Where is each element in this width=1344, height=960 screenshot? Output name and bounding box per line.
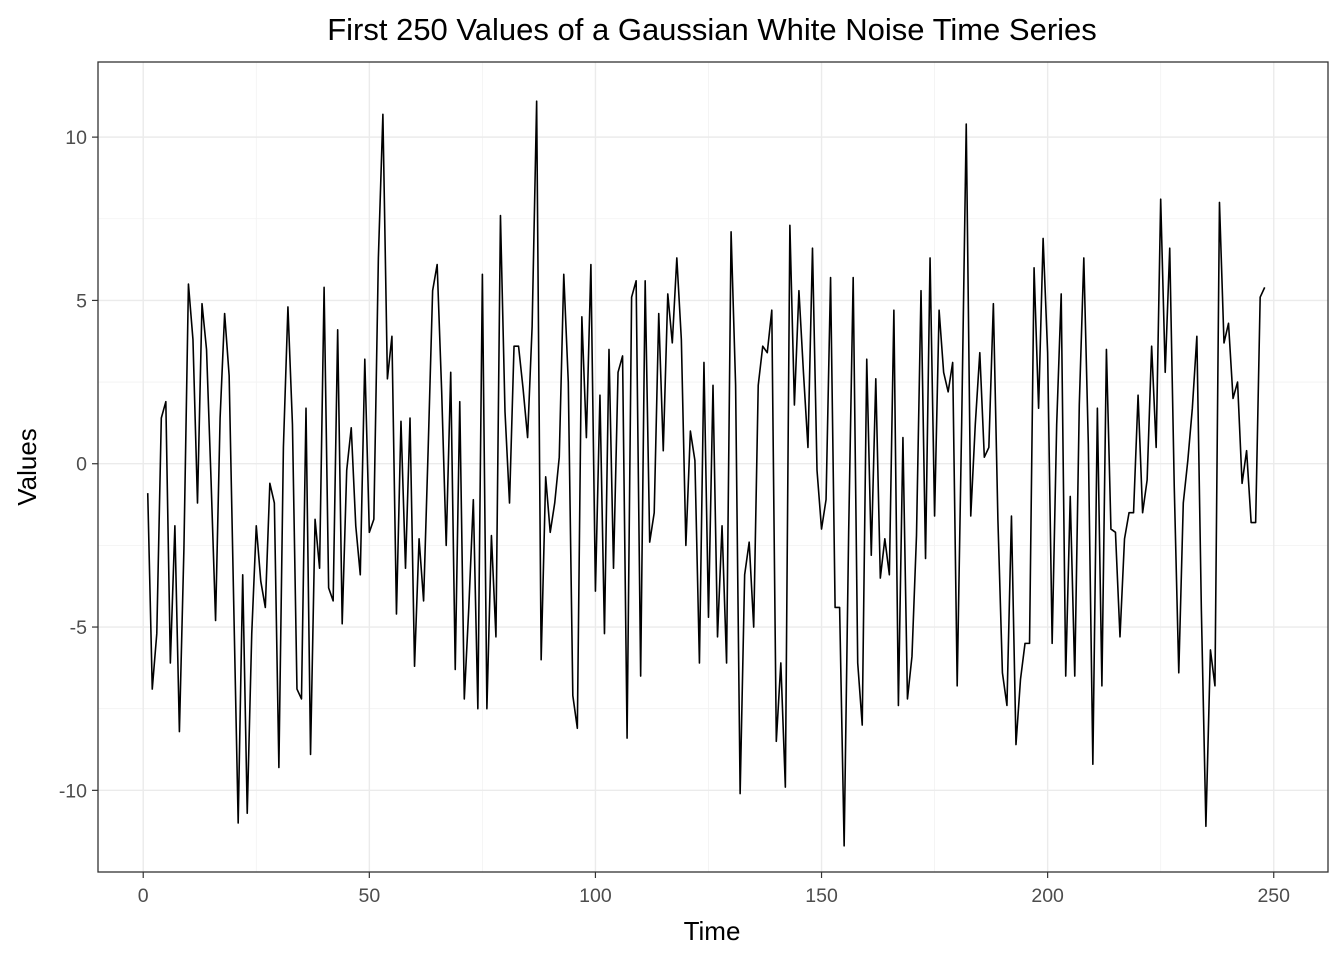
x-tick-label: 50: [358, 885, 380, 907]
y-tick-label: 5: [76, 290, 87, 312]
plot-panel-border: [97, 61, 1329, 873]
y-axis-ticks: -10 -5 0 5 10: [59, 127, 98, 802]
y-tick-label: -10: [59, 780, 87, 802]
series-line: [146, 100, 1266, 847]
y-axis-title: Values: [12, 428, 42, 506]
x-tick-label: 100: [579, 885, 612, 907]
minor-gridlines: [98, 62, 1328, 872]
x-tick-label: 250: [1257, 885, 1290, 907]
y-tick-label: -5: [70, 617, 87, 639]
major-gridlines: [98, 62, 1328, 872]
x-tick-label: 150: [805, 885, 838, 907]
chart-title: First 250 Values of a Gaussian White Noi…: [327, 12, 1097, 47]
x-axis-ticks: 0 50 100 150 200 250: [138, 872, 1290, 907]
x-axis-title: Time: [684, 916, 741, 946]
y-tick-label: 0: [76, 454, 87, 476]
x-tick-label: 0: [138, 885, 149, 907]
x-tick-label: 200: [1031, 885, 1064, 907]
y-tick-label: 10: [65, 127, 87, 149]
